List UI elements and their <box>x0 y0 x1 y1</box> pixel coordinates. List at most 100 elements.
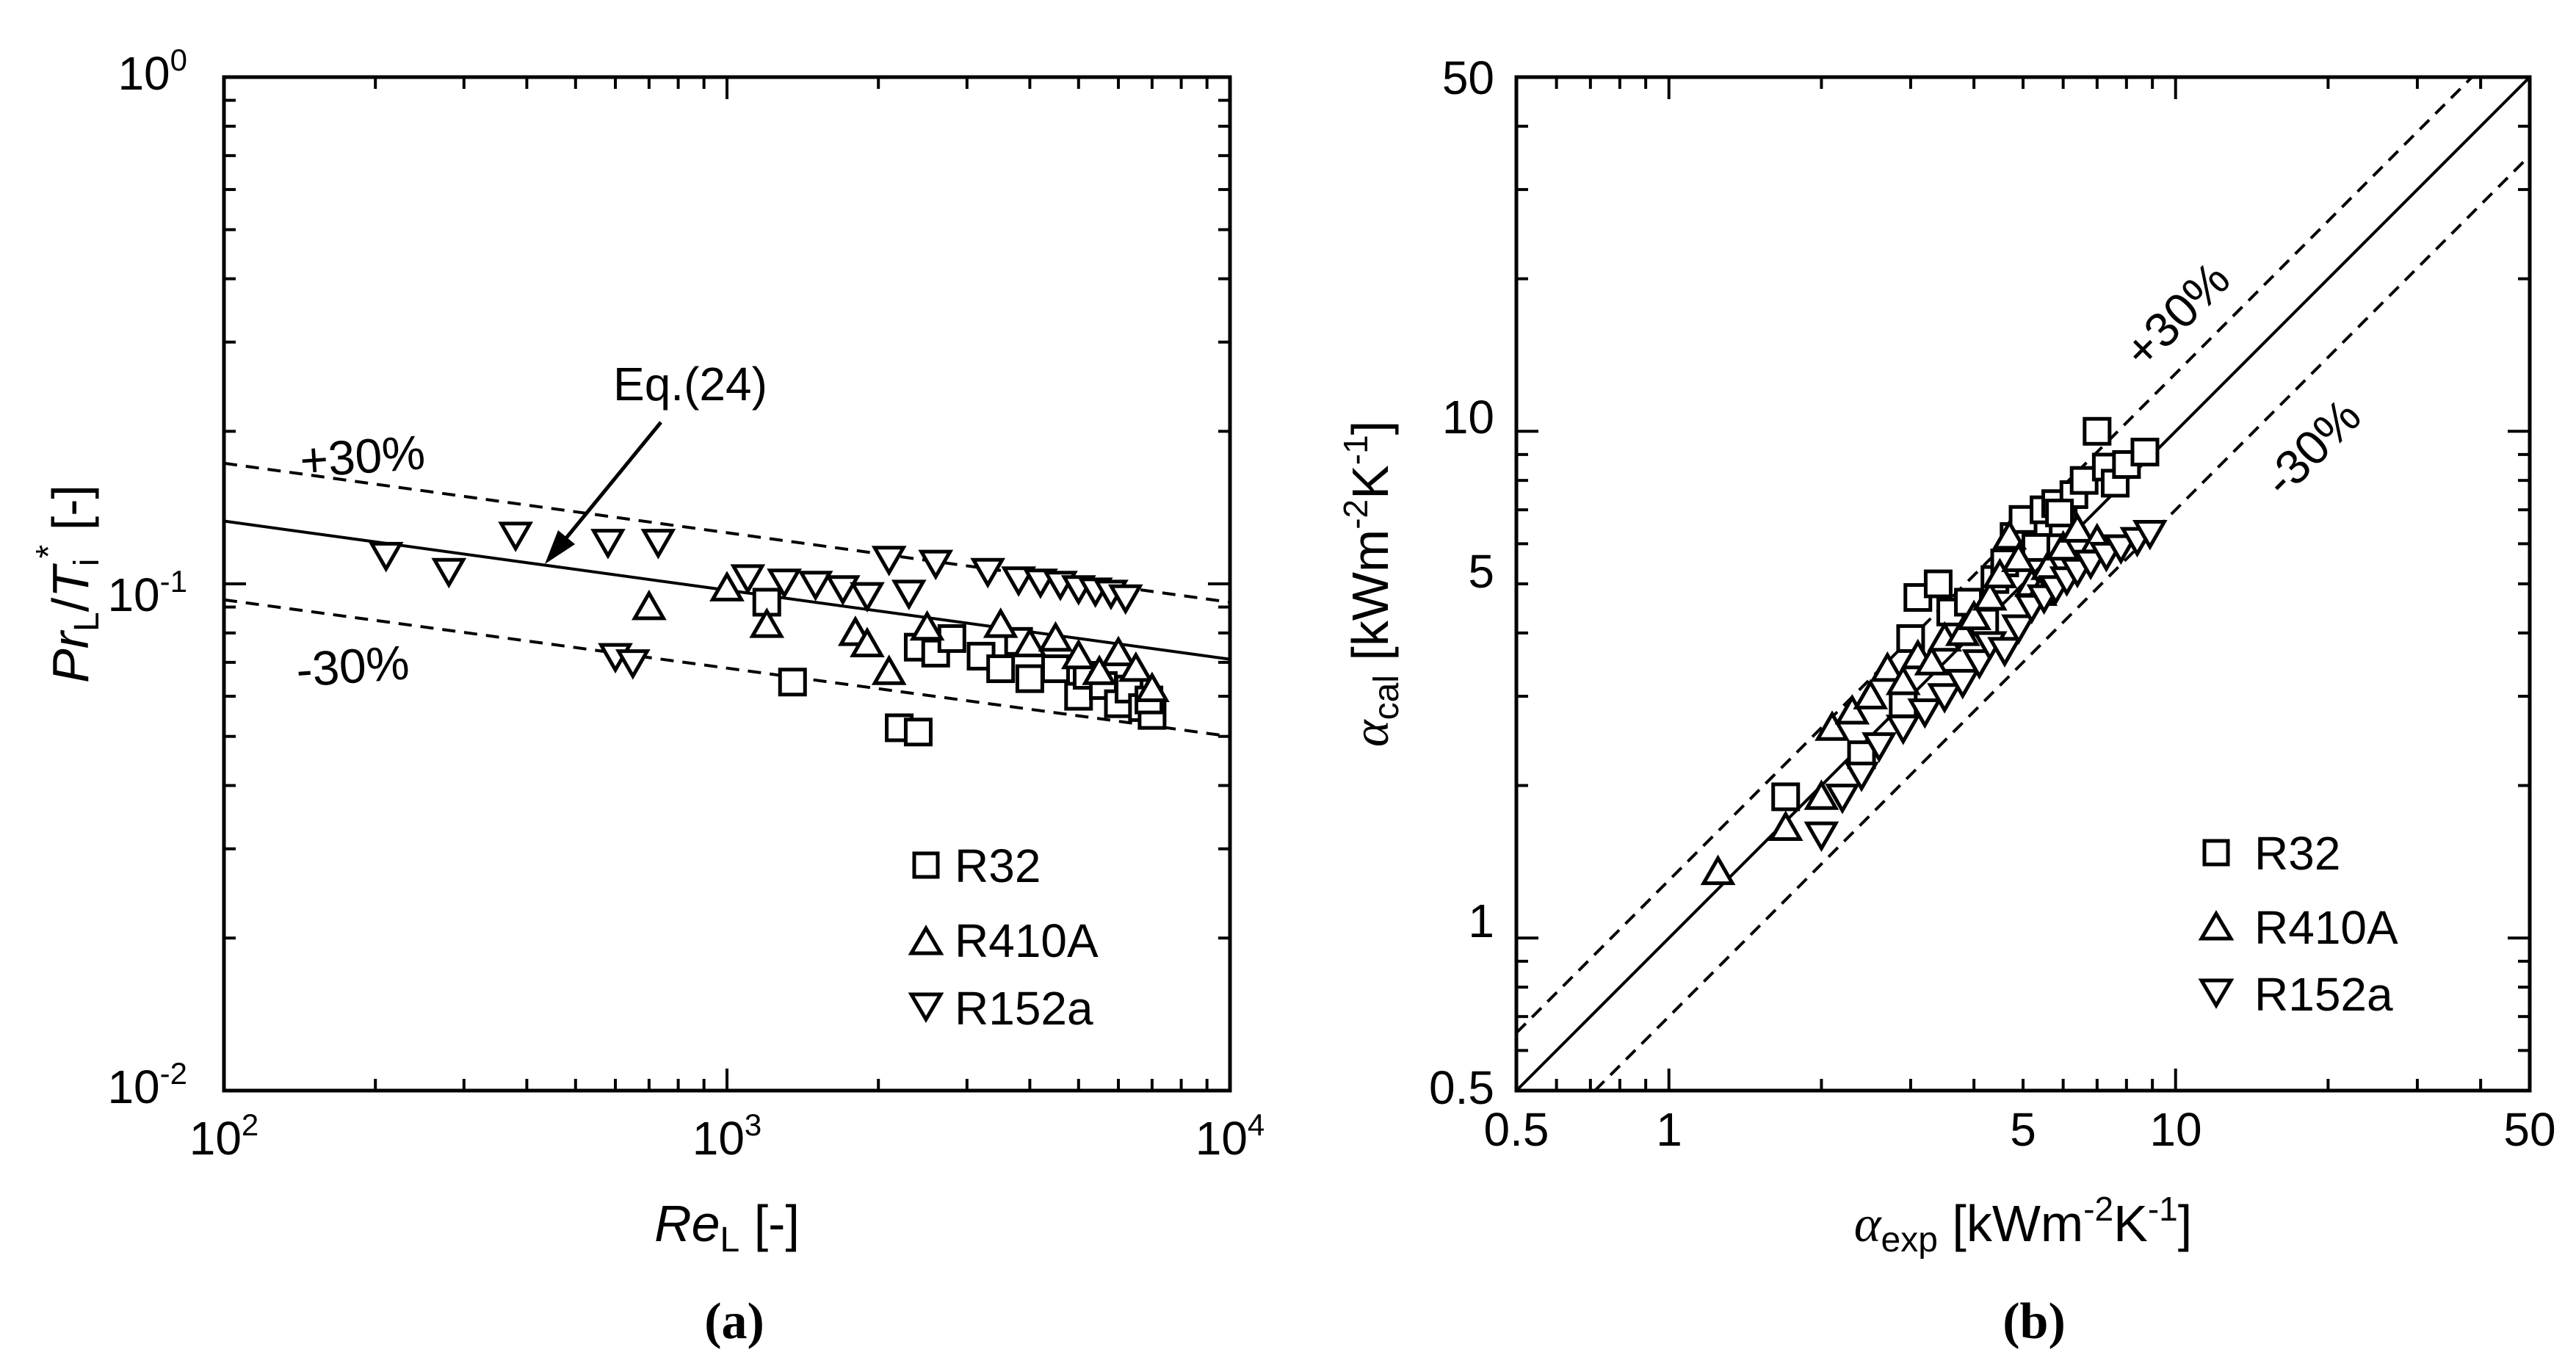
panel-b-point-r410a <box>2001 541 2036 572</box>
panel-a-annotation-eq24: Eq.(24) <box>613 358 767 411</box>
caption-b: (b) <box>2002 1293 2066 1350</box>
panel-b-point-r410a <box>1956 599 1992 630</box>
legend-label-r410a: R410A <box>2254 901 2398 954</box>
panel-b-xtick-label-2: 5 <box>2010 1103 2036 1156</box>
panel-b-point-r152a <box>1803 821 1839 853</box>
panel-b-point-r410a <box>1885 665 1921 695</box>
panel-a-point-r32 <box>937 624 966 653</box>
panel-a-point-r152a <box>431 557 467 589</box>
panel-b-point-r32 <box>1771 782 1801 812</box>
panel-a-ylabel: PrL/Ti* [-] <box>29 485 106 683</box>
panel-b-point-r152a <box>2103 534 2139 565</box>
panel-b-point-r152a <box>1987 637 2022 668</box>
panel-a-line-minus30 <box>223 598 1231 738</box>
panel-b-point-r410a <box>1991 518 2027 550</box>
panel-b-plot-frame <box>1514 75 2532 1093</box>
legend-marker-r152a <box>908 992 944 1023</box>
panel-a-point-r152a <box>730 564 766 595</box>
panel-b-point-r410a <box>1803 779 1839 810</box>
panel-b-point-r410a <box>1944 615 1980 646</box>
panel-a-point-r410a <box>709 571 745 601</box>
panel-b-point-r410a <box>1834 694 1870 725</box>
panel-a-point-r410a <box>1082 654 1118 685</box>
legend-label-r152a: R152a <box>2254 968 2393 1021</box>
panel-b-ytick-label-1: 1 <box>1468 895 1494 947</box>
legend-label-r32: R32 <box>2254 827 2340 880</box>
panel-b-point-r410a <box>1815 710 1850 741</box>
panel-b-xlabel: αexp [kWm-2K-1] <box>1854 1190 2192 1260</box>
panel-a-point-r32 <box>903 718 933 747</box>
panel-a-point-r32 <box>986 654 1016 684</box>
panel-b-line-minus30 <box>1593 154 2531 1092</box>
panel-a-point-r410a <box>983 607 1019 638</box>
panel-a-ytick-label-2: 100 <box>117 43 187 100</box>
panel-b-points <box>1700 416 2168 886</box>
panel-b-point-r152a <box>1961 649 1997 680</box>
panel-b-point-r410a <box>1982 557 2018 589</box>
panel-a-eq24-arrowhead <box>545 530 575 564</box>
panel-a-point-r410a <box>1135 671 1170 703</box>
panel-b-point-r32 <box>2130 438 2160 467</box>
panel-b-point-r410a <box>1768 810 1803 842</box>
panel-b-point-r410a <box>1914 645 1950 676</box>
panel-b-point-r152a <box>2001 614 2036 646</box>
panel-b-point-r152a <box>1907 698 1943 729</box>
panel-a-point-r410a <box>632 589 667 621</box>
panel-a-point-r410a <box>1012 626 1048 658</box>
panel-b-line-plus30 <box>1515 76 2473 1034</box>
legend-label-r152a: R152a <box>955 982 1093 1035</box>
panel-a-point-r152a <box>825 575 861 606</box>
panel-b-point-r32 <box>2083 416 2112 446</box>
panel-a-point-r152a <box>498 521 534 552</box>
panel-a-point-r410a <box>1060 638 1096 670</box>
panel-a-point-r152a <box>1001 566 1037 597</box>
panel-b-point-r410a <box>1870 651 1906 682</box>
panel-b-point-r152a <box>2073 549 2109 581</box>
panel-a-xtick-label-0: 102 <box>189 1107 259 1165</box>
panel-a-point-r152a <box>970 557 1006 589</box>
panel-a-xlabel: ReL [-] <box>654 1195 800 1260</box>
panel-a-point-r152a <box>918 549 954 581</box>
panel-a-ytick-label-1: 10-1 <box>107 564 187 621</box>
panel-a-xtick-label-2: 104 <box>1195 1107 1265 1165</box>
panel-b-annotation-minus30: -30% <box>2253 389 2371 507</box>
panel-b-ytick-label-3: 10 <box>1442 391 1494 444</box>
panel-a-xtick-label-1: 103 <box>692 1107 762 1165</box>
panel-b-xtick-label-3: 10 <box>2149 1103 2201 1156</box>
panel-b-chart: 0.5 1 5 10 50 0.5 1 5 10 50 αexp [kWm-2K… <box>1336 51 2556 1260</box>
panel-a-point-r152a <box>615 649 651 680</box>
panel-a-chart: 10-2 10-1 100 102 103 104 ReL [-] PrL/Ti… <box>29 43 1265 1260</box>
panel-b-point-r410a <box>2060 512 2095 543</box>
panel-b-point-r152a <box>1885 715 1921 745</box>
panel-b-point-r410a <box>1972 579 2008 611</box>
panel-a-point-r152a <box>871 546 907 577</box>
panel-b-point-r410a <box>1853 679 1889 709</box>
panel-b-legend: R32 R410A R152a <box>2198 827 2398 1021</box>
legend-marker-r410a <box>2198 910 2235 941</box>
panel-b-point-r152a <box>1825 784 1860 814</box>
panel-a-point-r152a <box>797 571 833 601</box>
panel-a-point-r152a <box>1107 584 1143 615</box>
panel-a-point-r410a <box>850 626 885 658</box>
panel-a-eq24-arrow <box>560 421 662 545</box>
panel-a-plot-frame <box>222 75 1232 1093</box>
panel-a-point-r152a <box>368 541 404 573</box>
panel-a-point-r152a <box>590 529 626 560</box>
legend-marker-r410a <box>908 925 944 955</box>
panel-b-point-r152a <box>1862 732 1897 763</box>
panel-a-point-r152a <box>640 529 676 560</box>
panel-a-annotation-plus30: +30% <box>298 424 427 488</box>
panel-a-point-r410a <box>749 607 785 638</box>
panel-a-points <box>368 521 1170 747</box>
legend-marker-r32 <box>2202 839 2230 867</box>
panel-a-point-r410a <box>1101 635 1136 667</box>
panel-b-point-r152a <box>1927 683 1962 714</box>
panel-b-xtick-label-1: 1 <box>1656 1103 1682 1156</box>
panel-b-point-r152a <box>2132 519 2168 551</box>
panel-b-xtick-label-4: 50 <box>2503 1103 2555 1156</box>
panel-b-annotation-plus30: +30% <box>2113 251 2240 378</box>
panel-b-point-r152a <box>1944 668 1980 700</box>
panel-b-point-r410a <box>1700 854 1736 886</box>
legend-marker-r152a <box>2198 978 2235 1009</box>
